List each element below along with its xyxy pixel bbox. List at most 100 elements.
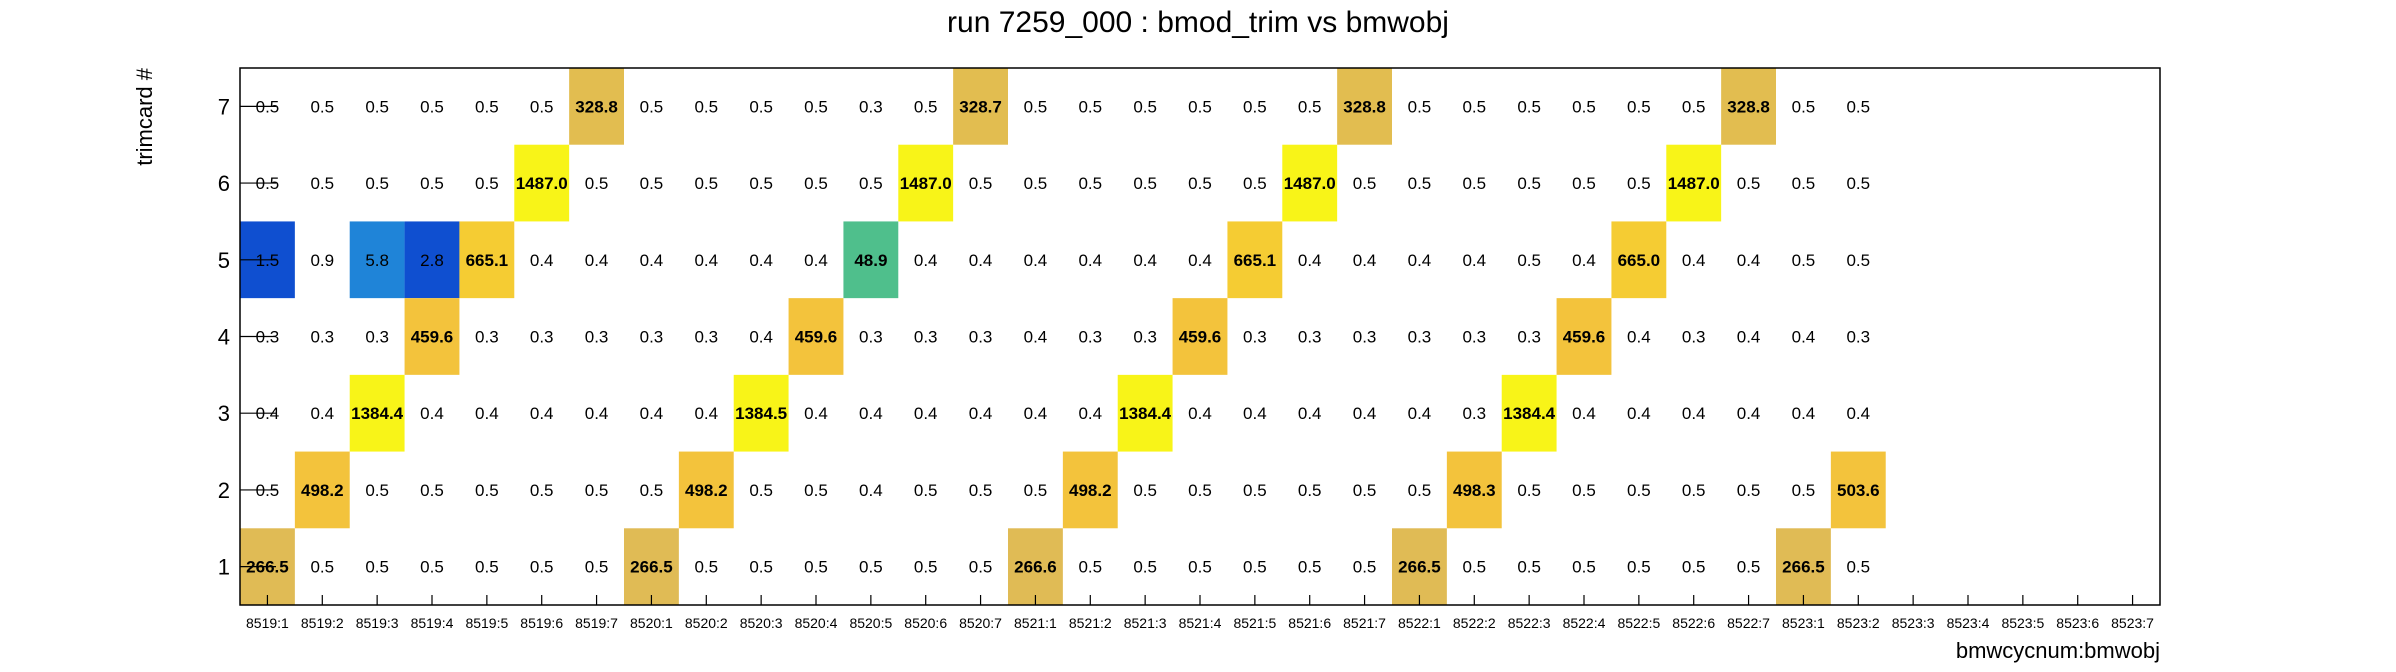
cell-value-label: 0.5 — [475, 558, 499, 577]
cell-value-label: 0.5 — [1408, 174, 1432, 193]
cell-value-label: 503.6 — [1837, 481, 1880, 500]
cell-value-label: 0.5 — [1572, 481, 1596, 500]
cell-value-label: 0.3 — [1846, 328, 1870, 347]
cell-value-label: 0.5 — [969, 174, 993, 193]
cell-value-label: 0.5 — [694, 174, 718, 193]
heatmap-cell — [349, 221, 405, 299]
cell-value-label: 0.4 — [640, 404, 664, 423]
cell-value-label: 0.4 — [1408, 251, 1432, 270]
cell-value-label: 0.5 — [804, 97, 828, 116]
cell-value-label: 0.5 — [1572, 97, 1596, 116]
cell-value-label: 0.4 — [1133, 251, 1157, 270]
cell-value-label: 0.4 — [1408, 404, 1432, 423]
x-tick-label: 8522:5 — [1617, 615, 1660, 631]
x-tick-label: 8522:7 — [1727, 615, 1770, 631]
cell-value-label: 0.5 — [475, 97, 499, 116]
cell-value-label: 1384.4 — [351, 404, 404, 423]
x-tick-label: 8519:7 — [575, 615, 618, 631]
x-tick-label: 8520:1 — [630, 615, 673, 631]
cell-value-label: 0.3 — [530, 328, 554, 347]
cell-value-label: 0.4 — [749, 328, 773, 347]
heatmap-cell — [1666, 144, 1722, 222]
cell-value-label: 0.5 — [640, 97, 664, 116]
cell-value-label: 0.5 — [1737, 558, 1761, 577]
heatmap-cell — [514, 144, 570, 222]
cell-value-label: 0.5 — [694, 558, 718, 577]
cell-value-label: 665.1 — [466, 251, 509, 270]
cell-value-label: 0.5 — [1078, 558, 1102, 577]
cell-value-label: 0.3 — [1408, 328, 1432, 347]
cell-value-label: 0.4 — [530, 251, 554, 270]
cell-value-label: 0.3 — [475, 328, 499, 347]
cell-value-label: 0.4 — [1627, 404, 1651, 423]
cell-value-label: 328.7 — [959, 97, 1002, 116]
cell-value-label: 0.5 — [1846, 251, 1870, 270]
cell-value-label: 0.5 — [1627, 481, 1651, 500]
x-axis-label: bmwcycnum:bmwobj — [1956, 638, 2160, 663]
cell-value-label: 0.5 — [1792, 97, 1816, 116]
cell-value-label: 0.3 — [1078, 328, 1102, 347]
cell-value-label: 0.3 — [310, 328, 334, 347]
x-tick-label: 8519:3 — [356, 615, 399, 631]
x-tick-label: 8523:3 — [1892, 615, 1935, 631]
x-tick-label: 8519:5 — [465, 615, 508, 631]
x-tick-label: 8522:1 — [1398, 615, 1441, 631]
heatmap-cell — [788, 298, 844, 375]
cell-value-label: 0.5 — [749, 481, 773, 500]
cell-value-label: 0.5 — [749, 97, 773, 116]
cell-value-label: 0.5 — [1846, 558, 1870, 577]
cell-value-label: 0.4 — [749, 251, 773, 270]
axes — [239, 67, 2161, 606]
x-tick-label: 8519:6 — [520, 615, 563, 631]
cell-value-label: 0.5 — [640, 174, 664, 193]
cell-value-label: 0.3 — [1462, 404, 1486, 423]
cell-value-label: 0.3 — [1298, 328, 1322, 347]
heatmap-cell — [404, 221, 460, 299]
cell-value-label: 0.4 — [1024, 328, 1048, 347]
cell-value-label: 5.8 — [365, 251, 389, 270]
x-tick-label: 8519:2 — [301, 615, 344, 631]
heatmap-cell — [1337, 68, 1392, 145]
cell-value-label: 0.4 — [1737, 404, 1761, 423]
cell-value-label: 0.5 — [1846, 97, 1870, 116]
cell-value-label: 0.5 — [1737, 174, 1761, 193]
y-axis-label: trimcard # — [132, 67, 157, 166]
cell-value-label: 0.4 — [1792, 328, 1816, 347]
cell-value-label: 0.5 — [365, 558, 389, 577]
heatmap-cell — [569, 68, 624, 145]
cell-value-label: 0.4 — [859, 404, 883, 423]
heatmap-cell — [294, 451, 350, 529]
heatmap-cell — [733, 374, 789, 452]
heatmap-cell — [1830, 451, 1886, 529]
x-tick-label: 8521:7 — [1343, 615, 1386, 631]
cell-value-label: 0.4 — [1078, 251, 1102, 270]
cell-value-label: 1487.0 — [900, 174, 952, 193]
heatmap-cell — [953, 68, 1008, 145]
heatmap-cell — [459, 221, 515, 299]
cell-value-label: 0.4 — [1627, 328, 1651, 347]
cell-value-label: 0.5 — [310, 558, 334, 577]
cell-value-label: 0.5 — [1627, 558, 1651, 577]
cell-value-label: 0.4 — [969, 251, 993, 270]
cell-value-label: 498.3 — [1453, 481, 1496, 500]
heatmap-cell — [1446, 451, 1502, 529]
x-tick-label: 8520:2 — [685, 615, 728, 631]
cell-value-label: 0.5 — [1792, 251, 1816, 270]
cell-value-label: 0.5 — [1353, 481, 1377, 500]
cell-value-label: 0.4 — [1298, 404, 1322, 423]
cell-value-label: 266.5 — [630, 558, 673, 577]
heatmap-cell — [349, 374, 405, 452]
cell-value-label: 0.5 — [914, 558, 938, 577]
cell-value-label: 0.4 — [530, 404, 554, 423]
cell-value-label: 498.2 — [685, 481, 728, 500]
cell-value-label: 0.3 — [365, 328, 389, 347]
cell-value-label: 0.5 — [694, 97, 718, 116]
cell-value-label: 0.4 — [1846, 404, 1870, 423]
cell-value-label: 0.5 — [1682, 481, 1706, 500]
cell-value-label: 0.5 — [1737, 481, 1761, 500]
y-tick-label: 4 — [218, 325, 230, 350]
cell-value-label: 1384.4 — [1119, 404, 1172, 423]
cell-value-label: 0.5 — [1188, 97, 1212, 116]
x-tick-label: 8520:3 — [740, 615, 783, 631]
